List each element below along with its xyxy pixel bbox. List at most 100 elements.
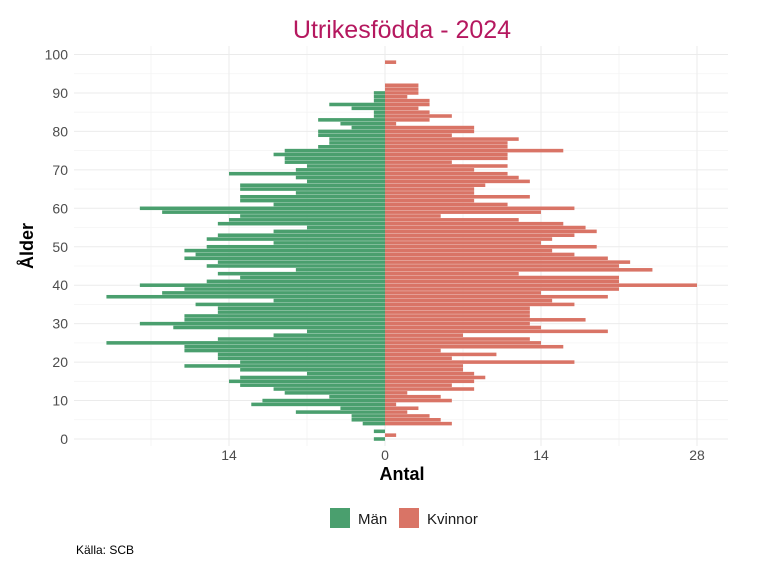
bar-men-age-15 bbox=[229, 379, 385, 384]
bar-men-age-4 bbox=[362, 421, 385, 426]
bar-women-age-92 bbox=[385, 83, 419, 88]
legend-swatch-men bbox=[330, 508, 350, 528]
bar-men-age-74 bbox=[273, 152, 385, 157]
bar-women-age-81 bbox=[385, 125, 475, 130]
bar-men-age-34 bbox=[217, 306, 385, 311]
bar-men-age-47 bbox=[184, 256, 385, 261]
bar-women-age-69 bbox=[385, 171, 508, 176]
bar-women-age-78 bbox=[385, 137, 519, 141]
y-tick-label: 90 bbox=[52, 85, 68, 101]
x-axis-title: Antal bbox=[380, 464, 425, 484]
bar-women-age-7 bbox=[385, 410, 408, 414]
bar-women-age-16 bbox=[385, 375, 486, 380]
bar-men-age-58 bbox=[240, 214, 385, 218]
bar-men-age-35 bbox=[195, 302, 385, 307]
bar-men-age-25 bbox=[106, 341, 385, 345]
bar-men-age-48 bbox=[195, 252, 385, 257]
bar-men-age-84 bbox=[373, 114, 385, 118]
y-tick-label: 40 bbox=[52, 277, 68, 293]
y-tick-label: 100 bbox=[45, 47, 69, 63]
bar-women-age-10 bbox=[385, 398, 452, 403]
bar-men-age-56 bbox=[217, 221, 385, 226]
y-tick-label: 10 bbox=[52, 393, 68, 409]
y-tick-label: 80 bbox=[52, 123, 68, 139]
bar-men-age-32 bbox=[184, 314, 385, 318]
bar-men-age-60 bbox=[139, 206, 385, 211]
bar-women-age-85 bbox=[385, 110, 430, 114]
bar-women-age-9 bbox=[385, 402, 397, 407]
bar-women-age-39 bbox=[385, 287, 619, 291]
bar-women-age-86 bbox=[385, 106, 419, 111]
y-axis-title: Ålder bbox=[17, 223, 37, 269]
bar-men-age-9 bbox=[251, 402, 385, 407]
bar-men-age-63 bbox=[240, 194, 385, 199]
bar-men-age-55 bbox=[307, 225, 385, 230]
bar-men-age-30 bbox=[139, 321, 385, 326]
x-tick-label: 28 bbox=[689, 447, 705, 463]
bar-men-age-75 bbox=[284, 148, 385, 153]
bar-women-age-54 bbox=[385, 229, 597, 234]
bar-women-age-37 bbox=[385, 294, 608, 299]
bar-men-age-53 bbox=[217, 233, 385, 237]
bar-women-age-8 bbox=[385, 406, 419, 411]
chart-title: Utrikesfödda - 2024 bbox=[293, 16, 511, 44]
y-tick-label: 60 bbox=[52, 200, 68, 216]
bar-women-age-18 bbox=[385, 368, 463, 372]
bar-men-age-72 bbox=[284, 160, 385, 164]
bar-men-age-70 bbox=[295, 168, 385, 172]
bar-men-age-18 bbox=[240, 368, 385, 372]
bar-women-age-38 bbox=[385, 291, 541, 295]
bar-women-age-65 bbox=[385, 187, 475, 191]
bar-women-age-25 bbox=[385, 341, 541, 345]
bar-women-age-1 bbox=[385, 433, 397, 437]
bar-women-age-5 bbox=[385, 418, 441, 422]
bar-women-age-21 bbox=[385, 356, 452, 361]
bar-women-age-58 bbox=[385, 214, 441, 218]
bar-men-age-76 bbox=[318, 145, 385, 149]
bar-men-age-19 bbox=[184, 364, 385, 368]
bar-women-age-83 bbox=[385, 118, 430, 122]
bar-women-age-63 bbox=[385, 194, 530, 199]
bar-women-age-40 bbox=[385, 283, 697, 287]
bar-men-age-2 bbox=[373, 429, 385, 434]
y-tick-label: 0 bbox=[60, 431, 68, 447]
y-axis-ticks: 0 10 20 30 40 50 60 70 80 90 100 bbox=[45, 47, 69, 448]
bar-men-age-81 bbox=[351, 125, 385, 130]
bar-women-age-31 bbox=[385, 318, 586, 322]
bar-women-age-47 bbox=[385, 256, 608, 261]
bar-women-age-80 bbox=[385, 129, 475, 134]
bar-women-age-62 bbox=[385, 198, 475, 203]
bar-women-age-89 bbox=[385, 95, 408, 99]
bar-men-age-8 bbox=[340, 406, 385, 411]
bar-men-age-7 bbox=[295, 410, 385, 414]
bar-women-age-88 bbox=[385, 98, 430, 103]
bar-women-age-43 bbox=[385, 271, 519, 276]
bar-men-age-23 bbox=[184, 348, 385, 353]
bar-men-age-62 bbox=[240, 198, 385, 203]
bar-men-age-16 bbox=[240, 375, 385, 380]
bar-women-age-55 bbox=[385, 225, 586, 230]
bar-men-age-64 bbox=[295, 191, 385, 195]
bar-men-age-21 bbox=[217, 356, 385, 361]
bar-men-age-40 bbox=[139, 283, 385, 287]
bar-men-age-61 bbox=[273, 202, 385, 207]
bar-men-age-77 bbox=[329, 141, 385, 145]
bar-women-age-59 bbox=[385, 210, 541, 214]
bar-women-age-26 bbox=[385, 337, 530, 341]
bar-men-age-57 bbox=[229, 218, 385, 222]
bar-men-age-44 bbox=[295, 268, 385, 272]
y-tick-label: 70 bbox=[52, 162, 68, 178]
bar-women-age-32 bbox=[385, 314, 530, 318]
bar-men-age-27 bbox=[273, 333, 385, 337]
bar-women-age-42 bbox=[385, 275, 619, 280]
bar-men-age-37 bbox=[106, 294, 385, 299]
bar-women-age-73 bbox=[385, 156, 508, 161]
men-bars bbox=[106, 91, 385, 441]
legend-swatch-women bbox=[399, 508, 419, 528]
bar-women-age-79 bbox=[385, 133, 452, 138]
bar-men-age-33 bbox=[217, 310, 385, 314]
bar-women-age-11 bbox=[385, 394, 441, 399]
x-tick-label: 14 bbox=[533, 447, 549, 463]
bar-women-age-35 bbox=[385, 302, 575, 307]
